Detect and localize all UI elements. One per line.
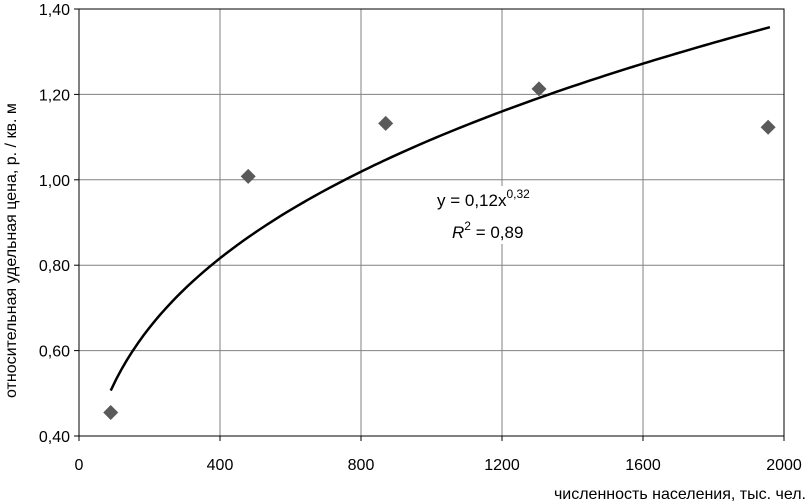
y-tick-label: 1,40 xyxy=(39,2,70,19)
x-axis-label: численность населения, тыс. чел. xyxy=(554,486,806,502)
data-points xyxy=(103,81,776,421)
data-point-marker xyxy=(378,115,394,131)
data-point-marker xyxy=(240,168,256,184)
x-tick-label: 400 xyxy=(207,457,234,474)
x-axis-tick-labels: 0 400 800 1200 1600 2000 xyxy=(75,436,802,474)
x-tick-label: 0 xyxy=(75,457,84,474)
y-tick-label: 0,40 xyxy=(39,429,70,446)
y-tick-label: 1,00 xyxy=(39,173,70,190)
y-axis-label: относительная удельная цена, р. / кв. м xyxy=(3,103,20,398)
trendline-r-squared: R2 = 0,89 xyxy=(452,219,523,242)
grid-lines xyxy=(79,9,784,436)
x-tick-label: 1200 xyxy=(484,457,520,474)
annotation-background xyxy=(424,186,556,244)
x-tick-label: 800 xyxy=(348,457,375,474)
data-point-marker xyxy=(531,81,547,97)
trendline-annotation: y = 0,12x0,32 R2 = 0,89 xyxy=(424,186,556,244)
y-tick-label: 1,20 xyxy=(39,87,70,104)
data-point-marker xyxy=(103,405,119,421)
y-axis-tick-labels: 0,40 0,60 0,80 1,00 1,20 1,40 xyxy=(39,2,79,446)
plot-border xyxy=(78,8,785,437)
x-tick-label: 1600 xyxy=(625,457,661,474)
trendline-equation: y = 0,12x0,32 xyxy=(437,187,530,210)
y-tick-label: 0,60 xyxy=(39,344,70,361)
trendline xyxy=(109,25,771,392)
y-tick-label: 0,80 xyxy=(39,258,70,275)
data-point-marker xyxy=(760,119,776,135)
x-tick-label: 2000 xyxy=(766,457,802,474)
